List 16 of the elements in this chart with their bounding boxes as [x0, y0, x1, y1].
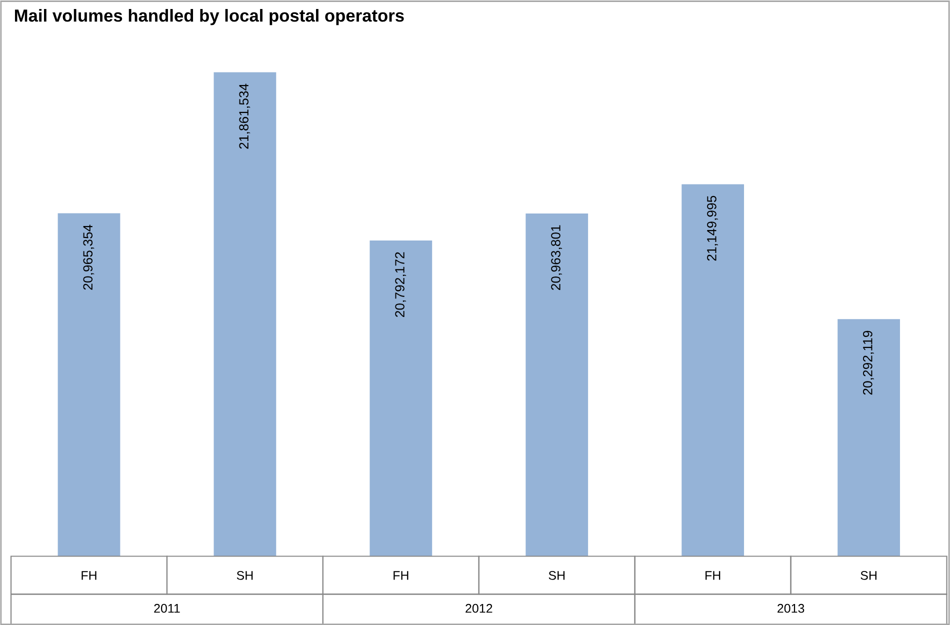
annotation: 2013	[778, 604, 804, 613]
data-label: 20,963,801	[551, 225, 562, 290]
x-tick-label: SH	[548, 571, 565, 580]
data-label: 21,149,995	[707, 196, 718, 261]
x-tick-label: SH	[860, 571, 876, 580]
chart-title: Mail volumes handled by local postal operators	[14, 9, 404, 26]
annotation: 2011	[154, 604, 180, 613]
data-label: 20,292,119	[862, 330, 874, 395]
data-label: 21,861,534	[239, 84, 250, 149]
annotation: 2012	[466, 604, 492, 613]
x-tick-label: FH	[706, 571, 720, 580]
data-label: 20,792,172	[395, 252, 406, 317]
x-tick-label: FH	[82, 571, 96, 580]
x-tick-label: SH	[236, 571, 253, 580]
data-label: 20,965,354	[83, 224, 94, 290]
x-tick-label: FH	[394, 571, 408, 580]
